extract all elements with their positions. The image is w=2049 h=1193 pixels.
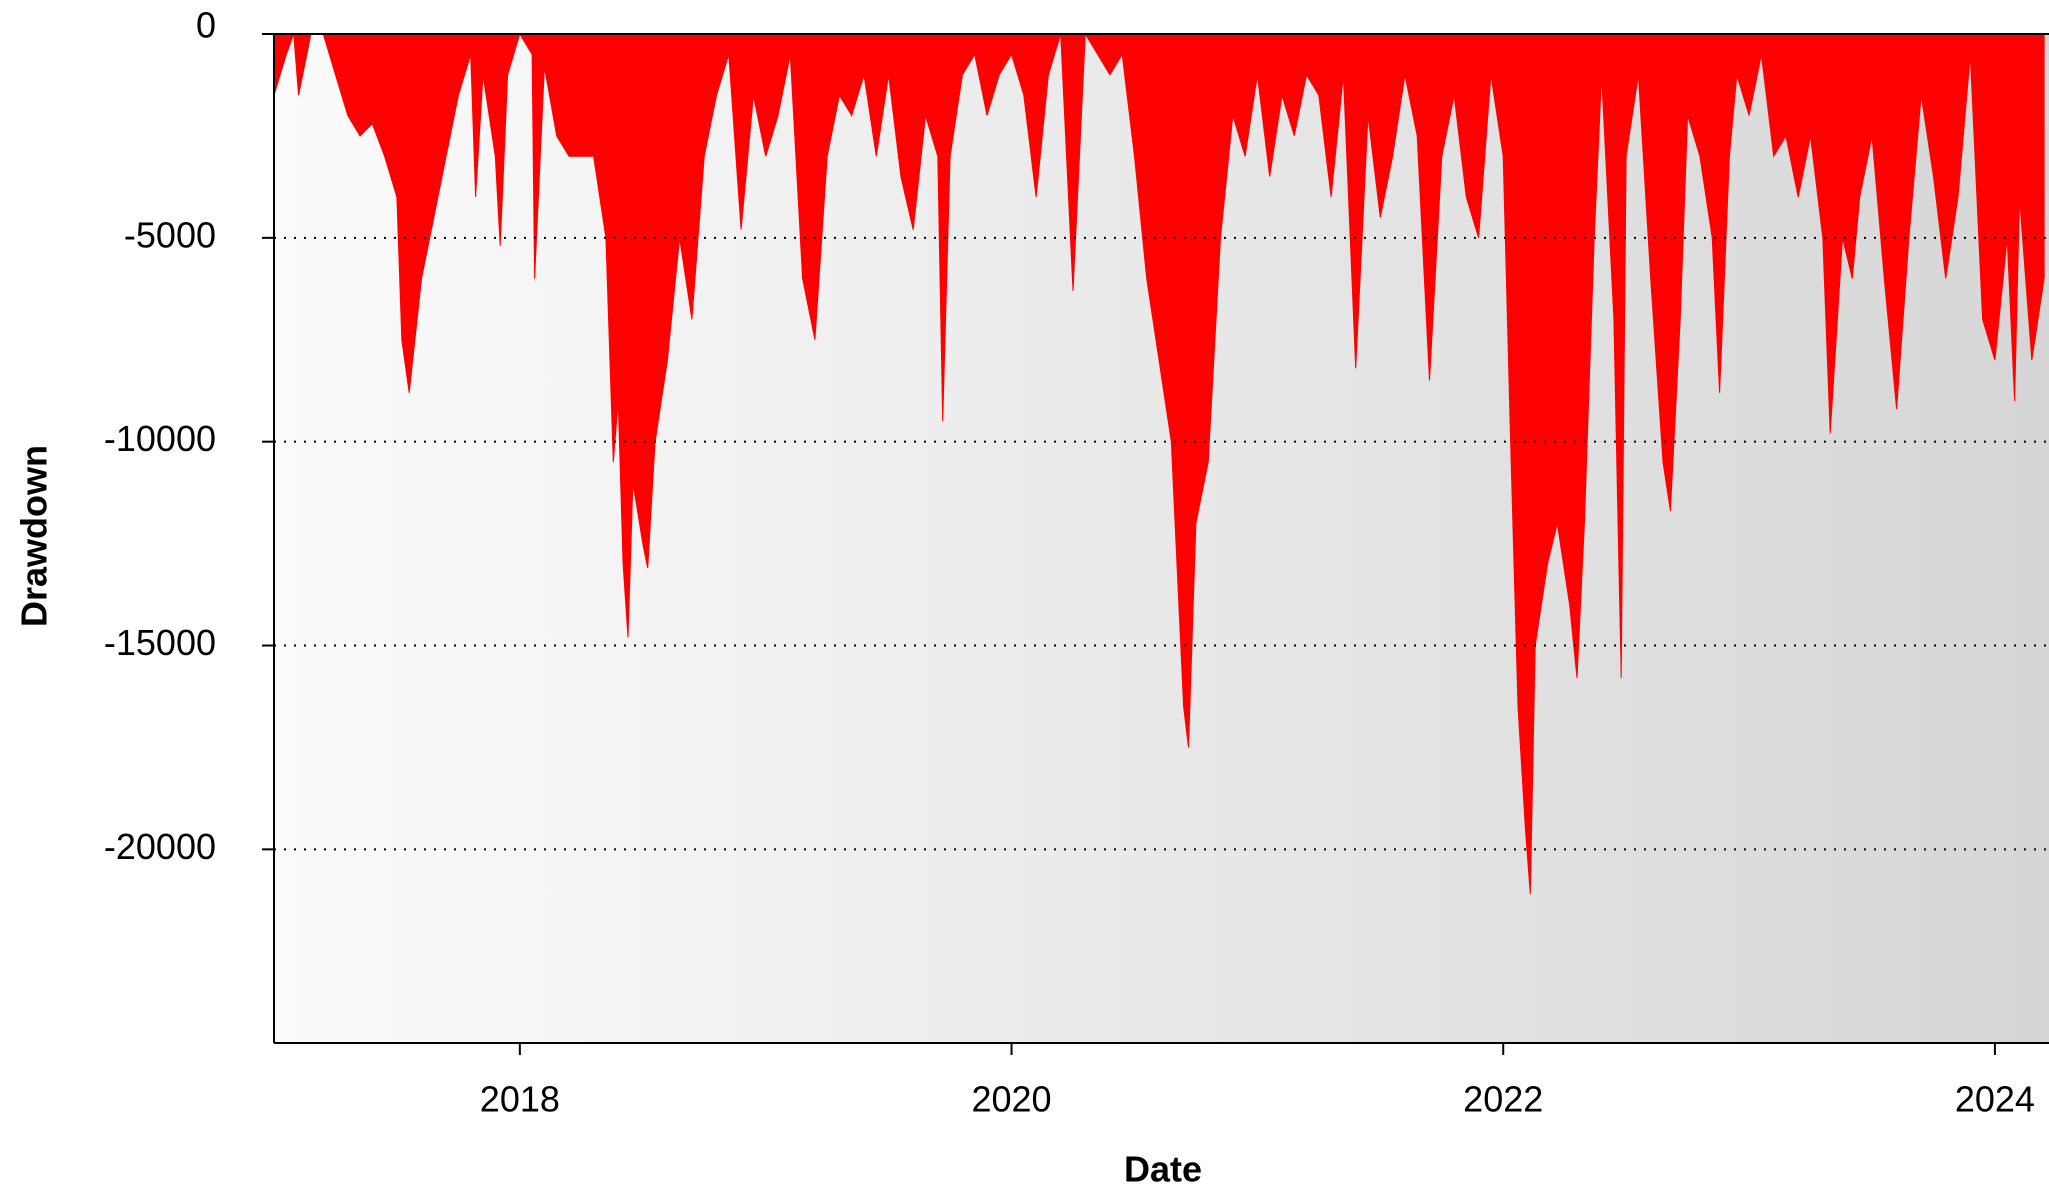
x-axis-title: Date <box>1124 1149 1202 1190</box>
x-tick-label: 2018 <box>480 1079 560 1120</box>
x-tick-label: 2024 <box>1955 1079 2035 1120</box>
y-tick-label: 0 <box>196 5 216 46</box>
y-axis-title: Drawdown <box>14 445 55 627</box>
y-tick-label: -15000 <box>104 622 216 663</box>
drawdown-area <box>273 32 2045 895</box>
y-tick-label: -5000 <box>124 214 216 255</box>
y-tick-label: -20000 <box>104 826 216 867</box>
y-tick-label: -10000 <box>104 418 216 459</box>
plot <box>273 32 2045 895</box>
x-tick-label: 2020 <box>971 1079 1051 1120</box>
x-tick-label: 2022 <box>1463 1079 1543 1120</box>
